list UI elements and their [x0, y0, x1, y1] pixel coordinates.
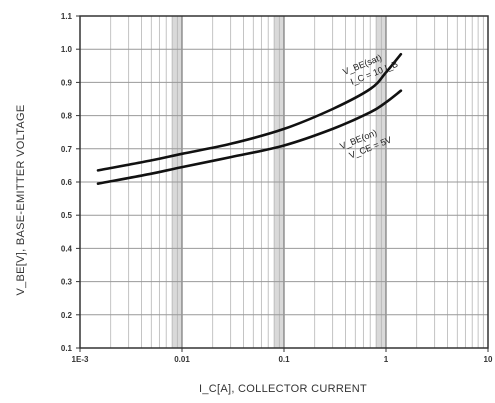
y-tick-label: 1.0: [61, 45, 73, 54]
x-tick-label: 1E-3: [72, 355, 89, 364]
y-tick-label: 0.4: [61, 244, 73, 253]
y-tick-label: 0.1: [61, 344, 73, 353]
y-tick-label: 0.9: [61, 78, 73, 87]
series-curves: [96, 52, 403, 185]
grid: [80, 16, 488, 348]
axes: 0.1 0.2 0.3 0.4 0.5 0.6 0.7 0.8 0.9 1.0 1.1 1E-3 0.0…: [61, 12, 493, 364]
x-tick-label: 10: [484, 355, 493, 364]
series-line-vbe-sat: [96, 52, 403, 172]
y-tick-label: 0.8: [61, 112, 73, 121]
y-tick-label: 1.1: [61, 12, 73, 21]
x-tick-label: 0.1: [278, 355, 290, 364]
y-tick-label: 0.3: [61, 278, 73, 287]
y-tick-label: 0.6: [61, 178, 73, 187]
x-tick-label: 0.01: [174, 355, 190, 364]
y-tick-label: 0.5: [61, 211, 73, 220]
y-tick-label: 0.7: [61, 145, 73, 154]
x-tick-label: 1: [384, 355, 389, 364]
x-axis-title: I_C[A], COLLECTOR CURRENT: [199, 383, 367, 395]
y-axis-title: V_BE[V], BASE-EMITTER VOLTAGE: [15, 104, 27, 295]
y-tick-label: 0.2: [61, 311, 73, 320]
series-line-vbe-on: [96, 89, 403, 185]
